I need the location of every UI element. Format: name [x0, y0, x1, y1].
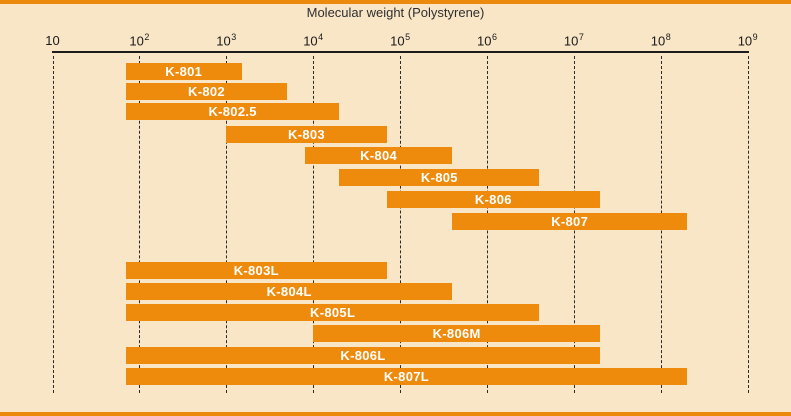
range-bar-K-806M: K-806M — [313, 325, 601, 342]
bottom-border-strip — [0, 412, 791, 416]
top-border-strip — [0, 0, 791, 4]
x-axis-tick-label: 107 — [563, 32, 584, 49]
range-bar-K-802: K-802 — [125, 83, 288, 100]
chart-title: Molecular weight (Polystyrene) — [306, 5, 485, 20]
x-axis-tick-label: 108 — [650, 32, 671, 49]
x-axis-tick-label: 109 — [737, 32, 758, 49]
x-axis-tick-label: 10 — [45, 33, 60, 48]
range-bar-K-801: K-801 — [125, 63, 242, 80]
range-bar-K-806L: K-806L — [125, 347, 601, 364]
range-bar-K-803: K-803 — [226, 126, 387, 143]
x-axis-tick-label: 102 — [129, 32, 150, 49]
range-bar-K-804: K-804 — [304, 147, 453, 164]
range-bar-K-805: K-805 — [339, 169, 540, 186]
range-bar-K-804L: K-804L — [125, 283, 453, 300]
gridline — [139, 56, 141, 393]
x-axis-tick-label: 105 — [390, 32, 411, 49]
range-bar-K-803L: K-803L — [125, 262, 387, 279]
gridline — [52, 56, 54, 393]
range-bar-K-807L: K-807L — [125, 368, 687, 385]
x-axis-tick-label: 103 — [216, 32, 237, 49]
range-bar-K-806: K-806 — [386, 191, 601, 208]
gridline — [747, 56, 749, 393]
gridline — [400, 56, 402, 393]
x-axis-tick-label: 104 — [303, 32, 324, 49]
gridline — [313, 56, 315, 393]
range-bar-K-802.5: K-802.5 — [125, 103, 340, 120]
range-bar-K-805L: K-805L — [125, 304, 540, 321]
x-axis-line — [52, 51, 749, 53]
gridline — [226, 56, 228, 393]
x-axis-tick-label: 106 — [477, 32, 497, 49]
range-bar-K-807: K-807 — [452, 213, 687, 230]
